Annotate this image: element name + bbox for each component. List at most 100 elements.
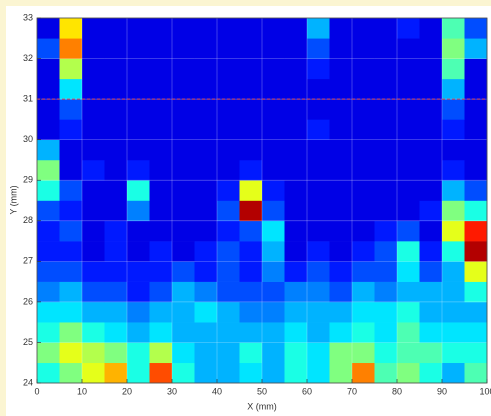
heat-cell	[82, 159, 105, 181]
heat-cell	[419, 38, 443, 59]
heat-cell	[442, 281, 465, 303]
heatmap	[37, 18, 488, 384]
y-tick-label: 25	[23, 337, 33, 347]
heat-cell	[464, 241, 488, 262]
heat-cell	[442, 200, 465, 222]
heat-cell	[262, 200, 285, 222]
heat-cell	[59, 241, 83, 262]
heat-cell	[284, 281, 308, 303]
heat-cell	[239, 200, 263, 222]
heat-cell	[352, 58, 375, 80]
heat-cell	[464, 78, 488, 100]
heat-cell	[419, 119, 443, 140]
heat-cell	[217, 58, 240, 80]
heat-cell	[194, 301, 218, 323]
heat-cell	[149, 281, 173, 303]
heat-cell	[352, 362, 375, 384]
heat-cell	[149, 200, 173, 222]
heat-cell	[194, 241, 218, 262]
y-tick-label: 33	[23, 12, 33, 22]
heat-cell	[37, 58, 60, 80]
heat-cell	[284, 78, 308, 100]
heat-cell	[352, 119, 375, 140]
heat-cell	[284, 322, 308, 343]
heat-cell	[374, 261, 398, 282]
heat-cell	[82, 18, 105, 39]
heat-cell	[217, 180, 240, 201]
heat-cell	[127, 159, 150, 181]
heat-cell	[82, 261, 105, 282]
heat-cell	[419, 261, 443, 282]
heat-cell	[284, 241, 308, 262]
heat-cell	[262, 18, 285, 39]
heat-cell	[194, 139, 218, 161]
heat-cell	[127, 18, 150, 39]
heat-cell	[262, 241, 285, 262]
heat-cell	[149, 180, 173, 201]
heat-cell	[194, 261, 218, 282]
heat-cell	[172, 241, 195, 262]
heat-cell	[194, 99, 218, 120]
heat-cell	[217, 200, 240, 222]
heat-cell	[352, 99, 375, 120]
heat-cell	[329, 139, 353, 161]
heat-cell	[262, 58, 285, 80]
y-tick-label: 24	[23, 377, 33, 387]
heat-cell	[172, 99, 195, 120]
heat-cell	[464, 200, 488, 222]
heat-cell	[397, 220, 420, 242]
heat-cell	[194, 180, 218, 201]
heat-cell	[397, 200, 420, 222]
heat-cell	[262, 322, 285, 343]
heat-cell	[59, 281, 83, 303]
heat-cell	[104, 301, 128, 323]
heat-cell	[374, 139, 398, 161]
heat-cell	[419, 200, 443, 222]
heat-cell	[82, 38, 105, 59]
heat-cell	[262, 180, 285, 201]
heat-cell	[329, 220, 353, 242]
heat-cell	[172, 78, 195, 100]
y-tick-label: 26	[23, 296, 33, 306]
heat-cell	[352, 38, 375, 59]
heat-cell	[352, 301, 375, 323]
heat-cell	[127, 362, 150, 384]
heat-cell	[239, 220, 263, 242]
heat-cell	[217, 99, 240, 120]
heat-cell	[37, 38, 60, 59]
heat-cell	[104, 261, 128, 282]
x-axis-label: X (mm)	[247, 401, 277, 411]
y-tick-label: 30	[23, 134, 33, 144]
heat-cell	[239, 119, 263, 140]
heat-cell	[307, 78, 330, 100]
heat-cell	[82, 200, 105, 222]
x-tick-label: 50	[257, 386, 267, 396]
heat-cell	[284, 301, 308, 323]
heat-cell	[239, 301, 263, 323]
heat-cell	[352, 261, 375, 282]
heat-cell	[217, 301, 240, 323]
heat-cell	[149, 241, 173, 262]
heat-cell	[374, 119, 398, 140]
heat-cell	[262, 38, 285, 59]
heat-cell	[59, 38, 83, 59]
heat-cell	[217, 261, 240, 282]
heat-cell	[262, 281, 285, 303]
heat-cell	[352, 78, 375, 100]
heat-cell	[307, 220, 330, 242]
x-tick-label: 10	[77, 386, 87, 396]
heat-cell	[284, 119, 308, 140]
heat-cell	[262, 301, 285, 323]
heat-cell	[149, 342, 173, 364]
heat-cell	[374, 99, 398, 120]
heat-cell	[172, 58, 195, 80]
heat-cell	[149, 261, 173, 282]
heat-cell	[374, 301, 398, 323]
heat-cell	[127, 281, 150, 303]
heat-cell	[59, 301, 83, 323]
y-axis-label: Y (mm)	[8, 185, 18, 214]
heat-cell	[262, 119, 285, 140]
heat-cell	[374, 220, 398, 242]
heat-cell	[397, 301, 420, 323]
